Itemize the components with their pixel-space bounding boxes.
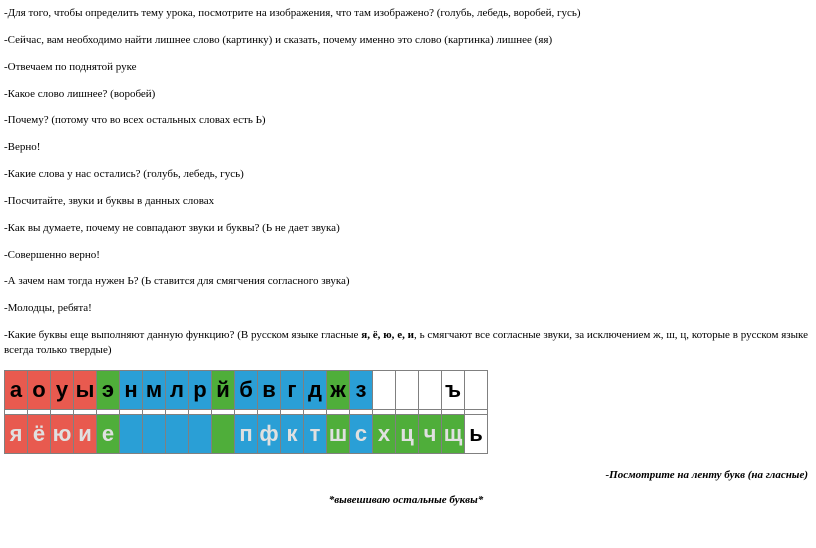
para-line: -Молодцы, ребята! — [4, 301, 808, 316]
center-note: *вывешиваю остальные буквы* — [4, 493, 808, 508]
strip-cell: й — [212, 370, 235, 409]
para-line: -Посчитайте, звуки и буквы в данных слов… — [4, 194, 808, 209]
strip-cell: п — [235, 414, 258, 453]
strip-cell — [373, 370, 396, 409]
strip-cell: э — [97, 370, 120, 409]
strip-cell: ъ — [442, 370, 465, 409]
special-bold: я, ё, ю, е, и — [361, 329, 414, 341]
para-line: -Совершенно верно! — [4, 248, 808, 263]
right-note: -Посмотрите на ленту букв (на гласные) — [4, 468, 808, 483]
strip-cell: р — [189, 370, 212, 409]
strip-row: яёюие пфктшсхцчщь — [5, 414, 488, 453]
strip-cell: ц — [396, 414, 419, 453]
strip-cell: в — [258, 370, 281, 409]
para-line: -Какие слова у нас остались? (голубь, ле… — [4, 167, 808, 182]
strip-cell: б — [235, 370, 258, 409]
strip-cell: т — [304, 414, 327, 453]
strip-cell: ф — [258, 414, 281, 453]
strip-cell: ш — [327, 414, 350, 453]
para-line: -Как вы думаете, почему не совпадают зву… — [4, 221, 808, 236]
strip-cell: е — [97, 414, 120, 453]
strip-cell: ж — [327, 370, 350, 409]
strip-cell: з — [350, 370, 373, 409]
strip-cell — [143, 414, 166, 453]
strip-cell: г — [281, 370, 304, 409]
strip-cell: л — [166, 370, 189, 409]
strip-row: аоуыэнмлрйбвгджз ъ — [5, 370, 488, 409]
strip-cell — [396, 370, 419, 409]
special-prefix: -Какие буквы еще выполняют данную функци… — [4, 329, 361, 341]
para-line: -Верно! — [4, 140, 808, 155]
strip-cell — [419, 370, 442, 409]
strip-cell — [189, 414, 212, 453]
strip-cell: ё — [28, 414, 51, 453]
strip-cell: м — [143, 370, 166, 409]
strip-cell: у — [51, 370, 74, 409]
letter-strip: аоуыэнмлрйбвгджз ъ яёюие пфктшсхцчщь — [4, 370, 808, 454]
strip-cell: о — [28, 370, 51, 409]
strip-cell — [465, 370, 488, 409]
para-line: -Какое слово лишнее? (воробей) — [4, 87, 808, 102]
strip-cell: ы — [74, 370, 97, 409]
strip-cell — [166, 414, 189, 453]
strip-cell: х — [373, 414, 396, 453]
para-special: -Какие буквы еще выполняют данную функци… — [4, 328, 808, 358]
strip-cell: а — [5, 370, 28, 409]
strip-cell: ч — [419, 414, 442, 453]
para-line: -Отвечаем по поднятой руке — [4, 60, 808, 75]
strip-cell: д — [304, 370, 327, 409]
strip-cell — [212, 414, 235, 453]
para-line: -Почему? (потому что во всех остальных с… — [4, 113, 808, 128]
strip-cell — [120, 414, 143, 453]
para-line: -Сейчас, вам необходимо найти лишнее сло… — [4, 33, 808, 48]
strip-cell: к — [281, 414, 304, 453]
para-line: -А зачем нам тогда нужен Ь? (Ь ставится … — [4, 274, 808, 289]
strip-cell: н — [120, 370, 143, 409]
strip-cell: щ — [442, 414, 465, 453]
strip-cell: я — [5, 414, 28, 453]
strip-cell: с — [350, 414, 373, 453]
para-line: -Для того, чтобы определить тему урока, … — [4, 6, 808, 21]
strip-cell: ю — [51, 414, 74, 453]
strip-cell: ь — [465, 414, 488, 453]
strip-cell: и — [74, 414, 97, 453]
